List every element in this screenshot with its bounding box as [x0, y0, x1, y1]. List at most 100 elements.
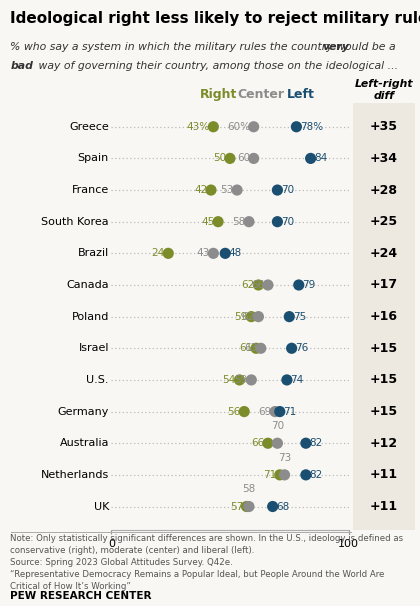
Text: Right: Right	[200, 88, 237, 101]
Point	[207, 185, 214, 195]
Point	[272, 407, 278, 416]
Point	[248, 375, 255, 385]
Point	[286, 312, 293, 322]
Point	[165, 248, 172, 258]
Text: Poland: Poland	[71, 311, 109, 322]
Point	[250, 122, 257, 132]
Point	[276, 470, 283, 480]
Text: 79: 79	[302, 280, 315, 290]
Text: Netherlands: Netherlands	[41, 470, 109, 480]
Text: 60%: 60%	[227, 122, 250, 132]
Text: 66: 66	[251, 438, 264, 448]
Text: 62: 62	[241, 311, 255, 322]
Point	[265, 280, 271, 290]
Point	[243, 502, 250, 511]
Point	[302, 470, 309, 480]
Point	[210, 248, 217, 258]
Text: 78%: 78%	[300, 122, 323, 132]
Text: bad: bad	[10, 61, 33, 71]
Text: 70: 70	[271, 421, 284, 431]
Text: 74: 74	[291, 375, 304, 385]
Text: France: France	[72, 185, 109, 195]
Text: Center: Center	[237, 88, 284, 101]
Text: 76: 76	[295, 343, 308, 353]
Text: Israel: Israel	[79, 343, 109, 353]
Text: 50: 50	[213, 153, 226, 164]
Text: Note: Only statistically significant differences are shown. In the U.S., ideolog: Note: Only statistically significant dif…	[10, 534, 404, 591]
Text: 60: 60	[237, 153, 250, 164]
Text: Left-right
diff: Left-right diff	[354, 79, 413, 101]
Text: +24: +24	[370, 247, 398, 260]
Text: 43%: 43%	[186, 122, 210, 132]
Text: Greece: Greece	[69, 122, 109, 132]
Text: 61: 61	[239, 343, 252, 353]
Point	[269, 502, 276, 511]
Text: +25: +25	[370, 215, 398, 228]
Text: 59: 59	[234, 375, 248, 385]
Point	[274, 438, 281, 448]
Text: Ideological right less likely to reject military rule: Ideological right less likely to reject …	[10, 11, 420, 26]
Text: UK: UK	[94, 502, 109, 511]
Text: 71: 71	[284, 407, 297, 416]
Text: 48: 48	[229, 248, 242, 258]
Text: 57: 57	[230, 502, 243, 511]
Text: +16: +16	[370, 310, 398, 323]
Text: +11: +11	[370, 468, 398, 481]
Text: 43: 43	[197, 248, 210, 258]
Text: 84: 84	[314, 153, 328, 164]
Point	[250, 153, 257, 163]
Text: very: very	[322, 42, 349, 53]
Text: +34: +34	[370, 152, 398, 165]
Text: 82: 82	[310, 438, 323, 448]
Text: +28: +28	[370, 184, 398, 196]
Point	[302, 438, 309, 448]
Text: South Korea: South Korea	[41, 217, 109, 227]
Point	[215, 217, 221, 227]
Text: % who say a system in which the military rules the country would be a: % who say a system in which the military…	[10, 42, 399, 53]
Point	[227, 153, 234, 163]
Text: 82: 82	[310, 470, 323, 480]
Point	[293, 122, 300, 132]
Text: 62: 62	[241, 280, 255, 290]
Point	[210, 122, 217, 132]
Point	[246, 217, 252, 227]
Point	[241, 407, 247, 416]
Text: +15: +15	[370, 373, 398, 387]
Point	[274, 217, 281, 227]
Point	[295, 280, 302, 290]
Text: 45: 45	[201, 217, 215, 227]
Text: 54: 54	[223, 375, 236, 385]
Point	[236, 375, 243, 385]
Text: +15: +15	[370, 405, 398, 418]
Point	[248, 312, 255, 322]
Point	[255, 312, 262, 322]
Text: Germany: Germany	[58, 407, 109, 416]
Text: Australia: Australia	[59, 438, 109, 448]
Text: Canada: Canada	[66, 280, 109, 290]
Point	[276, 407, 283, 416]
Point	[307, 153, 314, 163]
Text: Brazil: Brazil	[78, 248, 109, 258]
Text: 66: 66	[251, 280, 264, 290]
Text: 59: 59	[234, 311, 248, 322]
Point	[222, 248, 228, 258]
Text: U.S.: U.S.	[87, 375, 109, 385]
Text: +15: +15	[370, 342, 398, 355]
Point	[288, 344, 295, 353]
Text: 58: 58	[232, 217, 245, 227]
Text: +35: +35	[370, 120, 398, 133]
Point	[246, 502, 252, 511]
Point	[257, 344, 264, 353]
Text: Left: Left	[287, 88, 315, 101]
Text: 71: 71	[263, 470, 276, 480]
Text: 56: 56	[227, 407, 241, 416]
Point	[255, 280, 262, 290]
Point	[265, 438, 271, 448]
Point	[253, 344, 260, 353]
Text: 53: 53	[220, 185, 234, 195]
Text: Spain: Spain	[78, 153, 109, 164]
Point	[281, 470, 288, 480]
Text: +17: +17	[370, 279, 398, 291]
Text: 42: 42	[194, 185, 207, 195]
Point	[284, 375, 290, 385]
